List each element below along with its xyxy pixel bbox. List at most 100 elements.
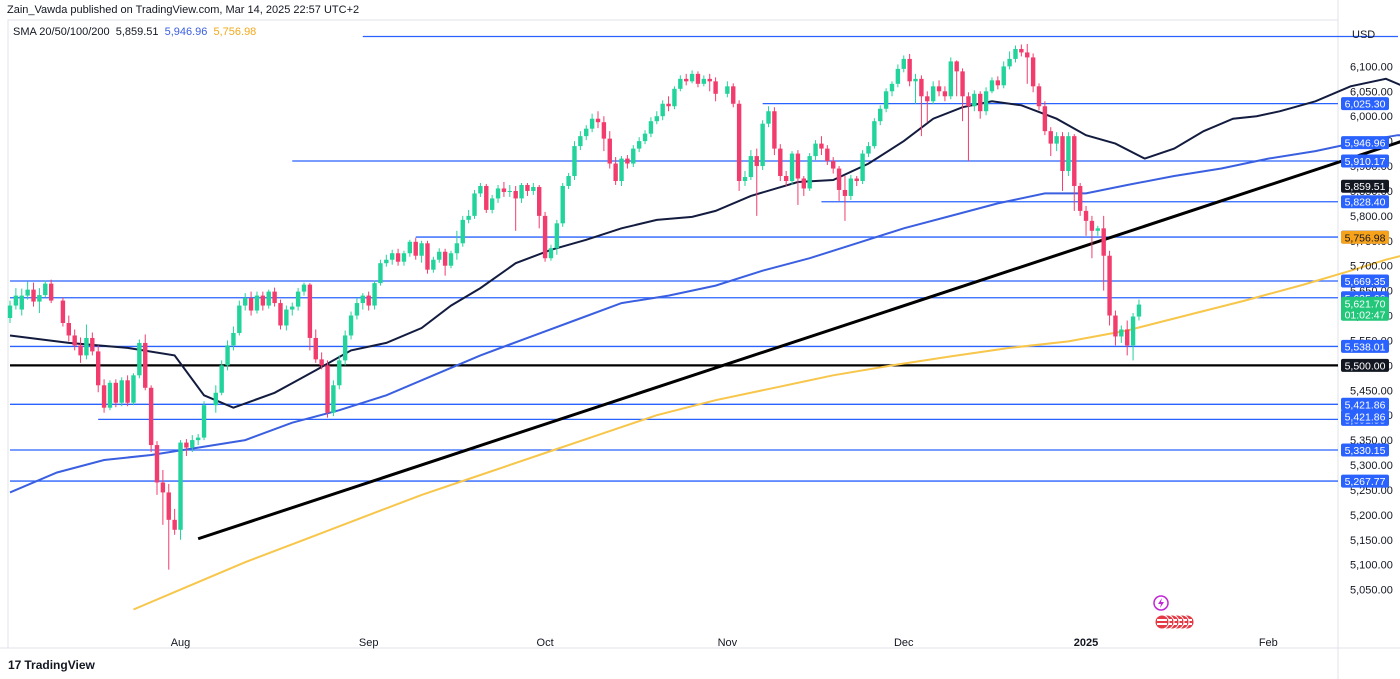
candle-up <box>219 365 224 393</box>
level-badge-text: 5,421.86 <box>1345 399 1386 411</box>
candle-up <box>231 332 236 346</box>
candle-up <box>1066 136 1071 172</box>
candle-down <box>1125 329 1130 346</box>
candle-down <box>501 188 507 192</box>
level-badge: 5,330.15 <box>1341 443 1389 457</box>
candle-down <box>1083 210 1089 221</box>
candle-up <box>548 248 554 259</box>
price-tick-label: 5,100.00 <box>1350 560 1393 572</box>
sma200-badge-bg <box>1341 230 1389 244</box>
candle-down <box>795 153 801 179</box>
candle-up <box>348 315 354 336</box>
candle-up <box>1013 48 1018 59</box>
candle-up <box>930 86 936 102</box>
candle-up <box>642 133 648 142</box>
candle-up <box>878 108 883 122</box>
candle-down <box>366 295 371 306</box>
candle-up <box>619 158 624 181</box>
candle-down <box>1060 136 1065 172</box>
candle-down <box>78 345 83 356</box>
price-tick-label: 5,300.00 <box>1350 460 1393 472</box>
tradingview-logo-icon: 17 <box>8 658 22 672</box>
candle-up <box>1130 316 1136 346</box>
tradingview-brand[interactable]: 17 TradingView <box>8 658 95 672</box>
candle-down <box>954 61 959 72</box>
level-badge: 5,538.01 <box>1341 339 1389 353</box>
candle-up <box>237 305 242 333</box>
candle-down <box>925 96 930 102</box>
sma-label: SMA 20/50/100/200 <box>13 26 110 38</box>
candle-up <box>760 123 765 167</box>
candle-down <box>736 103 742 181</box>
candle-up <box>19 295 24 310</box>
candle-up <box>337 360 342 386</box>
candle-down <box>1072 136 1077 186</box>
candle-up <box>589 118 595 129</box>
plot-border <box>7 19 1339 649</box>
candle-up <box>860 153 865 181</box>
currency-label[interactable]: USD <box>1352 29 1376 41</box>
time-tick-label: Nov <box>718 637 738 649</box>
candle-up <box>1136 304 1142 317</box>
price-badges: 6,025.305,910.175,828.405,757.455,669.35… <box>1341 97 1389 488</box>
sma-legend[interactable]: SMA 20/50/100/200 5,859.51 5,946.96 5,75… <box>13 26 259 38</box>
brand-name: TradingView <box>24 658 95 672</box>
candle-up <box>466 215 471 220</box>
candle-down <box>936 86 942 92</box>
candle-down <box>1030 57 1036 87</box>
level-badge-text: 5,330.15 <box>1345 445 1386 457</box>
bar-countdown: 01:02:47 <box>1345 310 1386 322</box>
level-badge-bg <box>1341 474 1389 488</box>
candle-up <box>478 185 483 194</box>
candle-down <box>1077 185 1083 211</box>
candle-down <box>166 492 171 520</box>
moving-averages <box>9 77 1400 611</box>
candle-up <box>895 68 901 84</box>
candle-up <box>1001 66 1006 86</box>
candle-down <box>707 78 712 82</box>
candle-down <box>613 163 618 181</box>
candle-down <box>595 118 601 123</box>
candle-down <box>907 58 912 82</box>
candle-down <box>442 251 448 266</box>
candle-up <box>119 380 124 403</box>
candle-down <box>1019 48 1024 53</box>
candle-up <box>225 345 230 366</box>
candle-up <box>495 188 501 199</box>
level-badge: 5,669.35 <box>1341 274 1389 288</box>
candle-down <box>836 168 842 190</box>
candle-down <box>995 80 1001 86</box>
level-badge-bg <box>1341 397 1389 411</box>
candle-down <box>1048 131 1053 144</box>
candle-down <box>1101 228 1106 256</box>
candle-down <box>854 178 859 181</box>
level-badge: 5,421.86 <box>1341 409 1389 423</box>
candle-down <box>842 189 848 196</box>
candle-down <box>148 387 154 446</box>
candle-up <box>584 128 589 137</box>
level-badge-text: 5,267.77 <box>1345 476 1386 488</box>
candle-up <box>301 284 307 292</box>
candle-up <box>748 156 754 178</box>
candle-down <box>942 91 948 97</box>
candle-down <box>66 323 71 336</box>
sma200-badge-text: 5,756.98 <box>1345 232 1386 244</box>
candle-up <box>331 385 336 413</box>
sma20-badge: 5,859.51 <box>1341 179 1389 193</box>
level-badge-bg <box>1341 274 1389 288</box>
price-tick-label: 5,050.00 <box>1350 585 1393 597</box>
candle-down <box>825 148 830 162</box>
candle-up <box>37 295 42 302</box>
candle-up <box>742 177 748 181</box>
time-tick-label: Feb <box>1259 637 1278 649</box>
candle-up <box>266 291 271 306</box>
candle-down <box>801 178 806 189</box>
candle-up <box>725 86 730 94</box>
time-tick-label: Oct <box>537 637 554 649</box>
candle-up <box>560 185 565 224</box>
candle-up <box>913 78 918 82</box>
candle-up <box>872 121 877 147</box>
candle-down <box>754 156 759 167</box>
sma50-badge-bg <box>1341 136 1389 150</box>
